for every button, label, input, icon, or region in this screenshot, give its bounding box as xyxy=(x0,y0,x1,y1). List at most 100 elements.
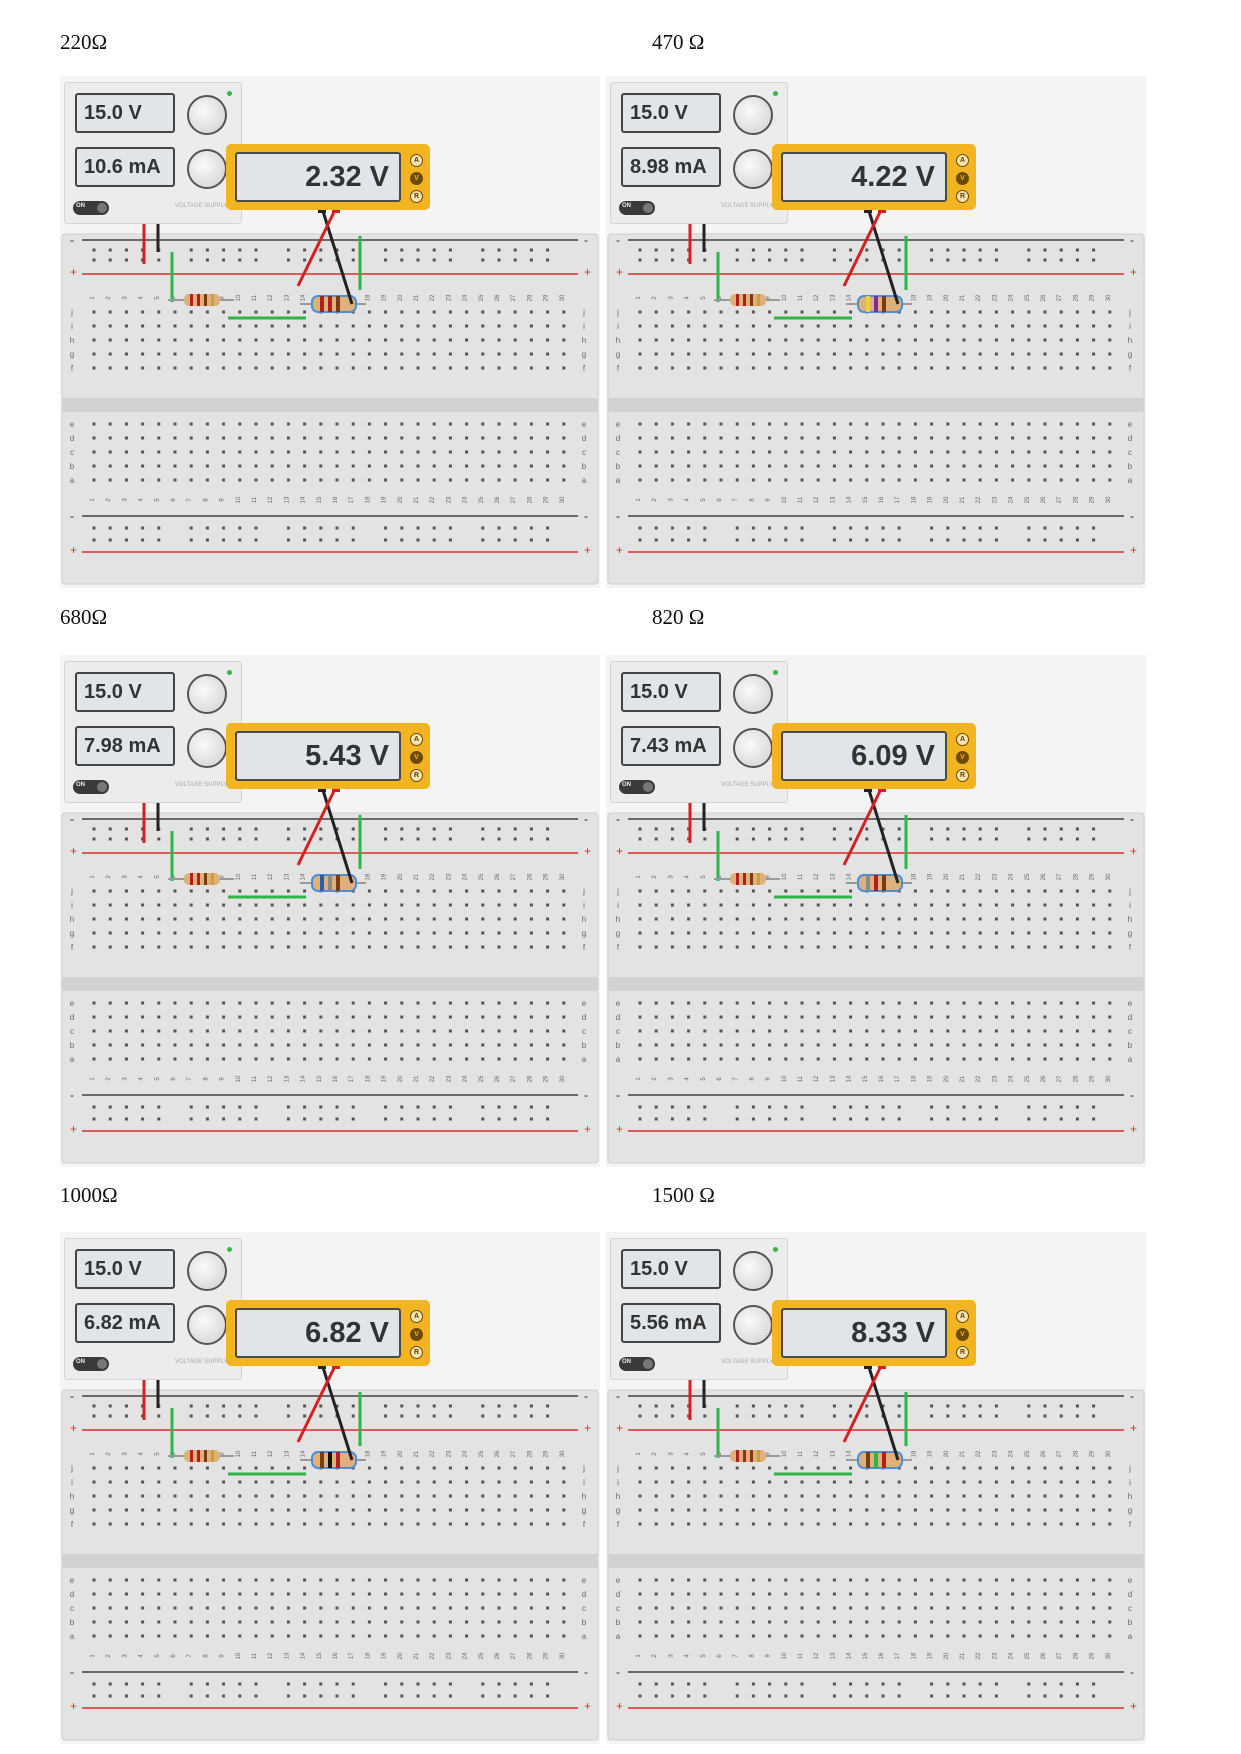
hole xyxy=(946,1480,950,1484)
voltage-knob[interactable] xyxy=(733,95,773,135)
hole xyxy=(448,324,452,328)
current-knob[interactable] xyxy=(733,149,773,189)
power-switch[interactable]: ON xyxy=(619,780,655,794)
rail-hole xyxy=(189,837,193,841)
rail-hole xyxy=(1092,538,1096,542)
rail-hole xyxy=(400,248,404,252)
rail-hole xyxy=(1075,1404,1079,1408)
mode-ammeter-button[interactable]: A xyxy=(410,733,423,746)
hole xyxy=(638,338,642,342)
hole xyxy=(270,478,274,482)
resistor-fixed[interactable] xyxy=(184,294,220,306)
hole xyxy=(1059,352,1063,356)
mode-ohmmeter-button[interactable]: R xyxy=(410,190,423,203)
mode-ammeter-button[interactable]: A xyxy=(956,733,969,746)
hole xyxy=(254,945,258,949)
resistor-fixed[interactable] xyxy=(184,1450,220,1462)
voltage-knob[interactable] xyxy=(733,1251,773,1291)
mode-voltmeter-button[interactable]: V xyxy=(410,1328,423,1341)
mode-voltmeter-button[interactable]: V xyxy=(410,172,423,185)
column-number: 16 xyxy=(879,1075,885,1082)
voltage-knob[interactable] xyxy=(187,1251,227,1291)
hole xyxy=(205,1606,209,1610)
probe-wire-red[interactable] xyxy=(842,1363,884,1443)
power-switch[interactable]: ON xyxy=(619,1357,655,1371)
probe-wire-red[interactable] xyxy=(296,786,338,866)
column-number: 3 xyxy=(668,1452,674,1456)
mode-ohmmeter-button[interactable]: R xyxy=(410,1346,423,1359)
row-letter: i xyxy=(583,1478,585,1487)
mode-ammeter-button[interactable]: A xyxy=(956,154,969,167)
rail-hole xyxy=(800,1682,804,1686)
mode-ammeter-button[interactable]: A xyxy=(410,154,423,167)
resistor-fixed[interactable] xyxy=(184,873,220,885)
rail-hole xyxy=(222,1105,226,1109)
resistor-fixed[interactable] xyxy=(730,873,766,885)
probe-wire-red[interactable] xyxy=(296,1363,338,1443)
hole xyxy=(1092,1057,1096,1061)
current-knob[interactable] xyxy=(733,1305,773,1345)
resistor-fixed[interactable] xyxy=(730,1450,766,1462)
hole xyxy=(529,450,533,454)
column-number: 15 xyxy=(317,1075,323,1082)
rail-hole xyxy=(384,258,388,262)
current-knob[interactable] xyxy=(733,728,773,768)
hole xyxy=(913,903,917,907)
mode-ohmmeter-button[interactable]: R xyxy=(956,1346,969,1359)
hole xyxy=(465,1494,469,1498)
hole xyxy=(286,1634,290,1638)
probe-wire-red[interactable] xyxy=(296,207,338,287)
mode-voltmeter-button[interactable]: V xyxy=(956,751,969,764)
mode-voltmeter-button[interactable]: V xyxy=(956,1328,969,1341)
column-number: 30 xyxy=(1106,873,1112,880)
hole xyxy=(1092,1001,1096,1005)
power-switch[interactable]: ON xyxy=(73,1357,109,1371)
column-number: 4 xyxy=(685,1654,691,1658)
rail-hole xyxy=(638,258,642,262)
hole xyxy=(800,1634,804,1638)
power-switch[interactable]: ON xyxy=(73,201,109,215)
hole xyxy=(930,1480,934,1484)
column-number: 18 xyxy=(365,1652,371,1659)
hole xyxy=(303,945,307,949)
hole xyxy=(238,352,242,356)
hole xyxy=(946,324,950,328)
hole xyxy=(946,478,950,482)
mode-ohmmeter-button[interactable]: R xyxy=(956,769,969,782)
column-number: 29 xyxy=(1090,294,1096,301)
probe-wire-red[interactable] xyxy=(842,207,884,287)
hole xyxy=(238,1029,242,1033)
mode-ohmmeter-button[interactable]: R xyxy=(410,769,423,782)
resistor-fixed[interactable] xyxy=(730,294,766,306)
rail-symbol: + xyxy=(70,1421,77,1435)
voltage-knob[interactable] xyxy=(187,674,227,714)
current-knob[interactable] xyxy=(187,728,227,768)
voltage-knob[interactable] xyxy=(187,95,227,135)
probe-wire-red[interactable] xyxy=(842,786,884,866)
hole xyxy=(978,366,982,370)
column-number: 1 xyxy=(90,296,96,300)
power-switch[interactable]: ON xyxy=(619,201,655,215)
column-number: 5 xyxy=(155,1654,161,1658)
mode-voltmeter-button[interactable]: V xyxy=(956,172,969,185)
hole xyxy=(108,945,112,949)
current-knob[interactable] xyxy=(187,149,227,189)
mode-ammeter-button[interactable]: A xyxy=(410,1310,423,1323)
hole xyxy=(930,324,934,328)
mode-voltmeter-button[interactable]: V xyxy=(410,751,423,764)
hole xyxy=(303,338,307,342)
hole xyxy=(286,917,290,921)
rail-hole xyxy=(92,248,96,252)
hole xyxy=(784,1057,788,1061)
hole xyxy=(994,1001,998,1005)
column-number: 30 xyxy=(1106,1450,1112,1457)
rail-hole xyxy=(303,1694,307,1698)
mode-ammeter-button[interactable]: A xyxy=(956,1310,969,1323)
rail-symbol: - xyxy=(584,1389,588,1403)
current-knob[interactable] xyxy=(187,1305,227,1345)
mode-ohmmeter-button[interactable]: R xyxy=(956,190,969,203)
column-number: 22 xyxy=(976,1652,982,1659)
power-switch[interactable]: ON xyxy=(73,780,109,794)
hole xyxy=(319,436,323,440)
voltage-knob[interactable] xyxy=(733,674,773,714)
